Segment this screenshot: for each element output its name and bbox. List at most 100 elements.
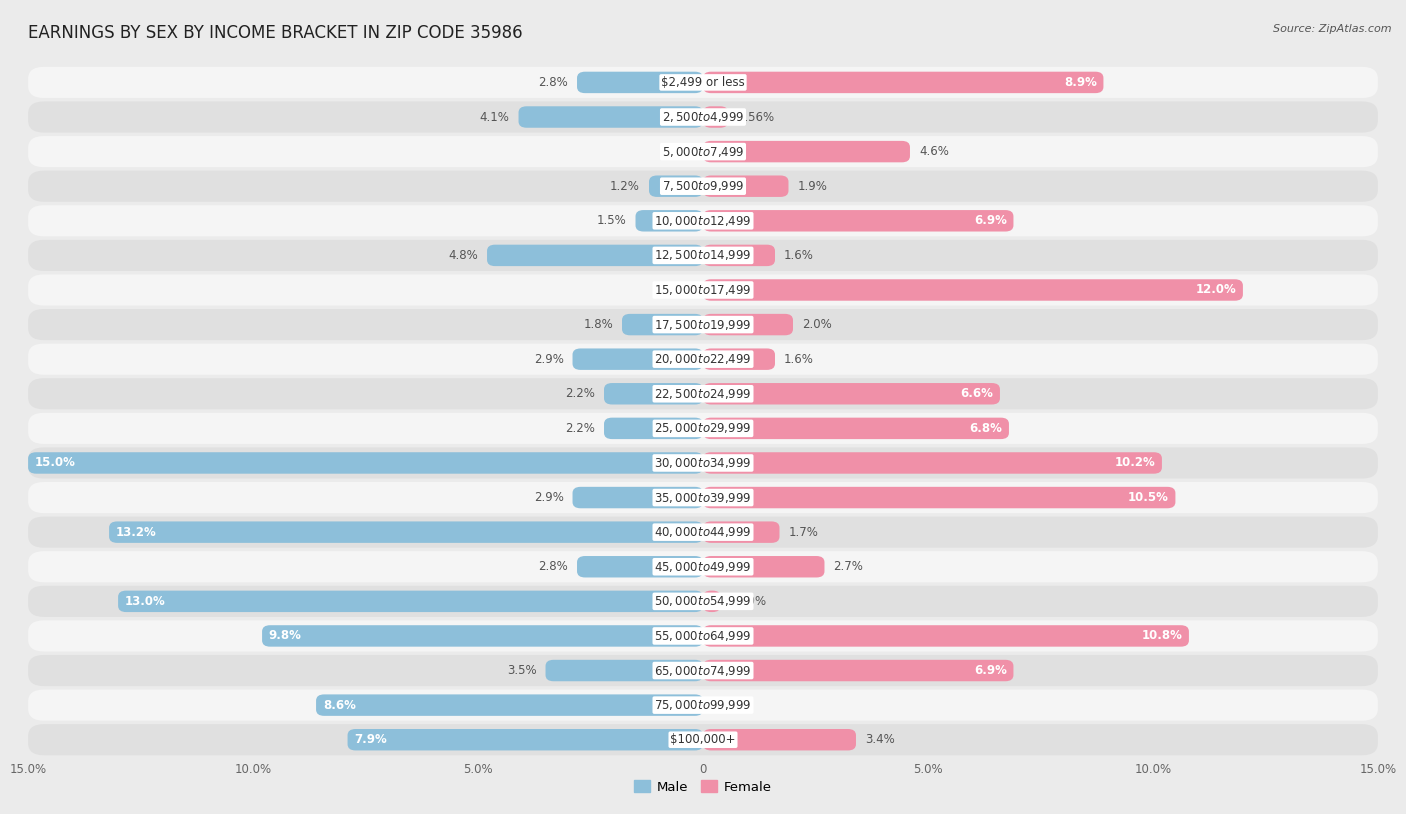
FancyBboxPatch shape xyxy=(576,72,703,93)
Legend: Male, Female: Male, Female xyxy=(628,775,778,799)
FancyBboxPatch shape xyxy=(703,591,720,612)
Text: $20,000 to $22,499: $20,000 to $22,499 xyxy=(654,352,752,366)
FancyBboxPatch shape xyxy=(572,348,703,370)
Text: 13.2%: 13.2% xyxy=(115,526,156,539)
Text: $12,500 to $14,999: $12,500 to $14,999 xyxy=(654,248,752,262)
FancyBboxPatch shape xyxy=(28,517,1378,548)
Text: 2.9%: 2.9% xyxy=(534,491,564,504)
Text: 3.4%: 3.4% xyxy=(865,733,894,746)
FancyBboxPatch shape xyxy=(703,625,1189,646)
Text: 13.0%: 13.0% xyxy=(125,595,166,608)
FancyBboxPatch shape xyxy=(703,729,856,751)
FancyBboxPatch shape xyxy=(703,453,1161,474)
Text: 0.0%: 0.0% xyxy=(665,283,695,296)
Text: Source: ZipAtlas.com: Source: ZipAtlas.com xyxy=(1274,24,1392,34)
Text: $30,000 to $34,999: $30,000 to $34,999 xyxy=(654,456,752,470)
Text: $2,500 to $4,999: $2,500 to $4,999 xyxy=(662,110,744,124)
Text: 3.5%: 3.5% xyxy=(508,664,537,677)
Text: 6.9%: 6.9% xyxy=(974,664,1007,677)
Text: 2.2%: 2.2% xyxy=(565,387,595,400)
Text: $5,000 to $7,499: $5,000 to $7,499 xyxy=(662,145,744,159)
FancyBboxPatch shape xyxy=(28,448,1378,479)
FancyBboxPatch shape xyxy=(703,107,728,128)
FancyBboxPatch shape xyxy=(28,344,1378,374)
Text: 2.7%: 2.7% xyxy=(834,560,863,573)
FancyBboxPatch shape xyxy=(110,522,703,543)
Text: 10.2%: 10.2% xyxy=(1115,457,1156,470)
Text: 1.7%: 1.7% xyxy=(789,526,818,539)
FancyBboxPatch shape xyxy=(28,482,1378,513)
FancyBboxPatch shape xyxy=(519,107,703,128)
Text: 15.0%: 15.0% xyxy=(35,457,76,470)
Text: 2.0%: 2.0% xyxy=(801,318,832,331)
FancyBboxPatch shape xyxy=(347,729,703,751)
Text: $45,000 to $49,999: $45,000 to $49,999 xyxy=(654,560,752,574)
FancyBboxPatch shape xyxy=(703,522,779,543)
Text: 10.5%: 10.5% xyxy=(1128,491,1168,504)
Text: 0.0%: 0.0% xyxy=(711,698,741,711)
Text: EARNINGS BY SEX BY INCOME BRACKET IN ZIP CODE 35986: EARNINGS BY SEX BY INCOME BRACKET IN ZIP… xyxy=(28,24,523,42)
Text: 8.6%: 8.6% xyxy=(323,698,356,711)
Text: 6.9%: 6.9% xyxy=(974,214,1007,227)
FancyBboxPatch shape xyxy=(703,176,789,197)
Text: 2.9%: 2.9% xyxy=(534,352,564,365)
FancyBboxPatch shape xyxy=(28,655,1378,686)
FancyBboxPatch shape xyxy=(28,689,1378,720)
FancyBboxPatch shape xyxy=(28,620,1378,651)
Text: $35,000 to $39,999: $35,000 to $39,999 xyxy=(654,491,752,505)
Text: 2.8%: 2.8% xyxy=(538,560,568,573)
Text: 0.56%: 0.56% xyxy=(737,111,775,124)
Text: $75,000 to $99,999: $75,000 to $99,999 xyxy=(654,698,752,712)
FancyBboxPatch shape xyxy=(486,245,703,266)
FancyBboxPatch shape xyxy=(28,240,1378,271)
Text: 1.6%: 1.6% xyxy=(785,352,814,365)
Text: $65,000 to $74,999: $65,000 to $74,999 xyxy=(654,663,752,677)
FancyBboxPatch shape xyxy=(703,383,1000,405)
Text: 2.2%: 2.2% xyxy=(565,422,595,435)
Text: 4.1%: 4.1% xyxy=(479,111,509,124)
Text: 1.8%: 1.8% xyxy=(583,318,613,331)
FancyBboxPatch shape xyxy=(703,348,775,370)
FancyBboxPatch shape xyxy=(28,67,1378,98)
FancyBboxPatch shape xyxy=(546,660,703,681)
Text: 2.8%: 2.8% xyxy=(538,76,568,89)
FancyBboxPatch shape xyxy=(576,556,703,577)
FancyBboxPatch shape xyxy=(703,487,1175,508)
Text: $10,000 to $12,499: $10,000 to $12,499 xyxy=(654,214,752,228)
Text: 12.0%: 12.0% xyxy=(1195,283,1236,296)
Text: $100,000+: $100,000+ xyxy=(671,733,735,746)
FancyBboxPatch shape xyxy=(703,314,793,335)
FancyBboxPatch shape xyxy=(636,210,703,231)
Text: $50,000 to $54,999: $50,000 to $54,999 xyxy=(654,594,752,608)
Text: $25,000 to $29,999: $25,000 to $29,999 xyxy=(654,422,752,435)
FancyBboxPatch shape xyxy=(28,413,1378,444)
FancyBboxPatch shape xyxy=(703,660,1014,681)
FancyBboxPatch shape xyxy=(28,171,1378,202)
Text: 8.9%: 8.9% xyxy=(1064,76,1097,89)
Text: $7,500 to $9,999: $7,500 to $9,999 xyxy=(662,179,744,193)
Text: $22,500 to $24,999: $22,500 to $24,999 xyxy=(654,387,752,400)
FancyBboxPatch shape xyxy=(28,586,1378,617)
FancyBboxPatch shape xyxy=(703,141,910,162)
FancyBboxPatch shape xyxy=(316,694,703,716)
Text: 6.8%: 6.8% xyxy=(969,422,1002,435)
FancyBboxPatch shape xyxy=(28,379,1378,409)
FancyBboxPatch shape xyxy=(262,625,703,646)
FancyBboxPatch shape xyxy=(703,245,775,266)
Text: 1.2%: 1.2% xyxy=(610,180,640,193)
Text: 4.6%: 4.6% xyxy=(920,145,949,158)
Text: $40,000 to $44,999: $40,000 to $44,999 xyxy=(654,525,752,539)
FancyBboxPatch shape xyxy=(703,418,1010,439)
Text: 7.9%: 7.9% xyxy=(354,733,387,746)
FancyBboxPatch shape xyxy=(28,309,1378,340)
FancyBboxPatch shape xyxy=(621,314,703,335)
Text: 1.5%: 1.5% xyxy=(596,214,627,227)
FancyBboxPatch shape xyxy=(28,136,1378,167)
FancyBboxPatch shape xyxy=(703,72,1104,93)
FancyBboxPatch shape xyxy=(703,556,824,577)
FancyBboxPatch shape xyxy=(28,724,1378,755)
Text: 0.0%: 0.0% xyxy=(665,145,695,158)
Text: 4.8%: 4.8% xyxy=(449,249,478,262)
FancyBboxPatch shape xyxy=(605,418,703,439)
Text: $17,500 to $19,999: $17,500 to $19,999 xyxy=(654,317,752,331)
